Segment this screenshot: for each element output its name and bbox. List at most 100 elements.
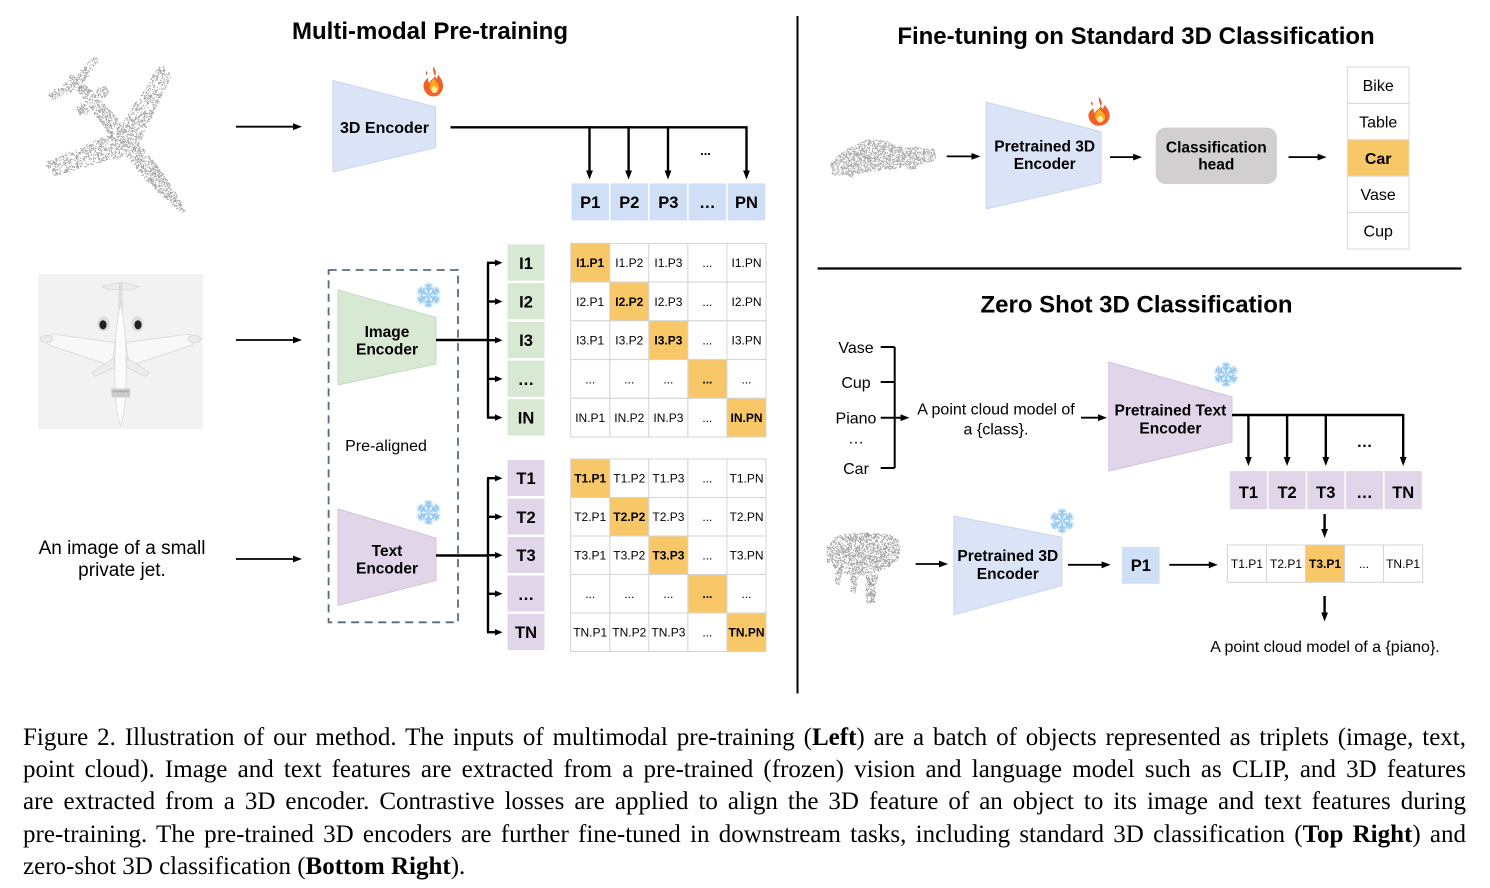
svg-text:Vase: Vase	[838, 340, 873, 357]
svg-text:...: ...	[663, 372, 673, 386]
svg-text:I2.P1: I2.P1	[576, 295, 604, 309]
svg-text:Bike: Bike	[1363, 78, 1394, 95]
svg-text:T1.P1: T1.P1	[574, 472, 606, 486]
svg-text:T2: T2	[1277, 484, 1296, 502]
svg-text:TN.P1: TN.P1	[573, 626, 607, 640]
svg-text:Classification: Classification	[1166, 139, 1267, 156]
svg-text:A point cloud model of a {pian: A point cloud model of a {piano}.	[1210, 639, 1440, 656]
svg-text:TN.PN: TN.PN	[729, 626, 765, 640]
svg-text:…: …	[848, 430, 864, 447]
svg-text:I1.P1: I1.P1	[576, 256, 604, 270]
svg-text:T1.P3: T1.P3	[652, 472, 684, 486]
svg-text:…: …	[518, 586, 535, 604]
svg-text:TN.P3: TN.P3	[651, 626, 685, 640]
svg-text:Cup: Cup	[841, 375, 870, 392]
svg-text:I1.P2: I1.P2	[615, 256, 643, 270]
svg-text:T3.P2: T3.P2	[613, 549, 645, 563]
svg-text:Pretrained Text: Pretrained Text	[1115, 403, 1227, 420]
svg-text:I3.PN: I3.PN	[731, 334, 761, 348]
svg-text:Car: Car	[843, 461, 869, 478]
svg-text:Image: Image	[365, 324, 410, 341]
svg-text:T2.P1: T2.P1	[574, 510, 606, 524]
svg-text:Piano: Piano	[836, 411, 877, 428]
svg-text:...: ...	[702, 295, 712, 309]
svg-text:T3.P1: T3.P1	[1309, 557, 1341, 571]
svg-text:Text: Text	[372, 543, 403, 560]
svg-text:...: ...	[1359, 557, 1369, 571]
svg-text:P3: P3	[658, 194, 678, 212]
svg-text:I3.P1: I3.P1	[576, 334, 604, 348]
svg-text:T3: T3	[516, 547, 535, 565]
svg-text:TN.P1: TN.P1	[1386, 557, 1420, 571]
svg-text:IN: IN	[518, 410, 535, 428]
svg-text:...: ...	[702, 626, 712, 640]
svg-text:Cup: Cup	[1364, 224, 1393, 241]
svg-text:P2: P2	[619, 194, 639, 212]
svg-text:...: ...	[702, 587, 712, 601]
svg-text:IN.PN: IN.PN	[730, 411, 762, 425]
svg-text:...: ...	[702, 256, 712, 270]
svg-text:...: ...	[702, 372, 712, 386]
svg-text:I3.P2: I3.P2	[615, 334, 643, 348]
svg-text:...: ...	[702, 510, 712, 524]
svg-text:…: …	[518, 371, 535, 389]
svg-text:Encoder: Encoder	[1014, 156, 1076, 173]
svg-text:T2: T2	[516, 509, 535, 527]
svg-text:Table: Table	[1359, 114, 1397, 131]
svg-text:...: ...	[624, 587, 634, 601]
svg-text:…: …	[1356, 484, 1373, 502]
svg-text:T3.P1: T3.P1	[574, 549, 606, 563]
svg-text:...: ...	[700, 143, 711, 158]
svg-text:I3: I3	[519, 332, 533, 350]
svg-text:...: ...	[702, 411, 712, 425]
svg-text:Multi-modal Pre-training: Multi-modal Pre-training	[292, 18, 568, 45]
svg-text:...: ...	[624, 372, 634, 386]
svg-text:IN.P1: IN.P1	[575, 411, 605, 425]
svg-text:a {class}.: a {class}.	[964, 422, 1029, 439]
svg-text:I2.P2: I2.P2	[615, 295, 643, 309]
svg-text:Encoder: Encoder	[1139, 420, 1201, 437]
svg-text:I2.PN: I2.PN	[731, 295, 761, 309]
svg-text:T2.PN: T2.PN	[729, 510, 763, 524]
svg-text:I1.PN: I1.PN	[731, 256, 761, 270]
svg-text:Fine-tuning on Standard 3D Cla: Fine-tuning on Standard 3D Classificatio…	[897, 23, 1374, 50]
svg-text:I1: I1	[519, 255, 533, 273]
svg-text:Zero Shot 3D Classification: Zero Shot 3D Classification	[980, 292, 1292, 319]
svg-text:Pre-aligned: Pre-aligned	[345, 438, 427, 455]
svg-text:T1: T1	[1239, 484, 1258, 502]
svg-text:...: ...	[741, 372, 751, 386]
svg-text:Vase: Vase	[1361, 187, 1396, 204]
svg-text:…: …	[699, 194, 716, 212]
svg-text:...: ...	[702, 472, 712, 486]
svg-text:3D Encoder: 3D Encoder	[340, 120, 429, 137]
svg-text:T2.P2: T2.P2	[613, 510, 645, 524]
svg-text:…: …	[1357, 434, 1373, 451]
svg-text:...: ...	[741, 587, 751, 601]
svg-text:I3.P3: I3.P3	[654, 334, 682, 348]
svg-text:I1.P3: I1.P3	[654, 256, 682, 270]
svg-text:...: ...	[585, 587, 595, 601]
svg-text:...: ...	[702, 334, 712, 348]
svg-text:T3.PN: T3.PN	[729, 549, 763, 563]
svg-text:IN.P3: IN.P3	[653, 411, 683, 425]
svg-text:...: ...	[702, 549, 712, 563]
svg-text:TN: TN	[1392, 484, 1414, 502]
svg-text:PN: PN	[735, 194, 758, 212]
svg-text:T2.P1: T2.P1	[1270, 557, 1302, 571]
svg-text:T3: T3	[1316, 484, 1335, 502]
svg-text:Pretrained 3D: Pretrained 3D	[994, 139, 1095, 156]
svg-text:...: ...	[663, 587, 673, 601]
svg-text:T3.P3: T3.P3	[652, 549, 684, 563]
svg-text:I2.P3: I2.P3	[654, 295, 682, 309]
svg-text:T1.P2: T1.P2	[613, 472, 645, 486]
svg-text:IN.P2: IN.P2	[614, 411, 644, 425]
svg-text:head: head	[1198, 156, 1234, 173]
svg-text:P1: P1	[580, 194, 600, 212]
svg-text:T1.PN: T1.PN	[729, 472, 763, 486]
svg-text:TN.P2: TN.P2	[612, 626, 646, 640]
svg-text:Encoder: Encoder	[356, 561, 418, 578]
svg-text:...: ...	[585, 372, 595, 386]
svg-text:Encoder: Encoder	[356, 342, 418, 359]
svg-text:I2: I2	[519, 294, 533, 312]
svg-text:T1: T1	[516, 470, 535, 488]
